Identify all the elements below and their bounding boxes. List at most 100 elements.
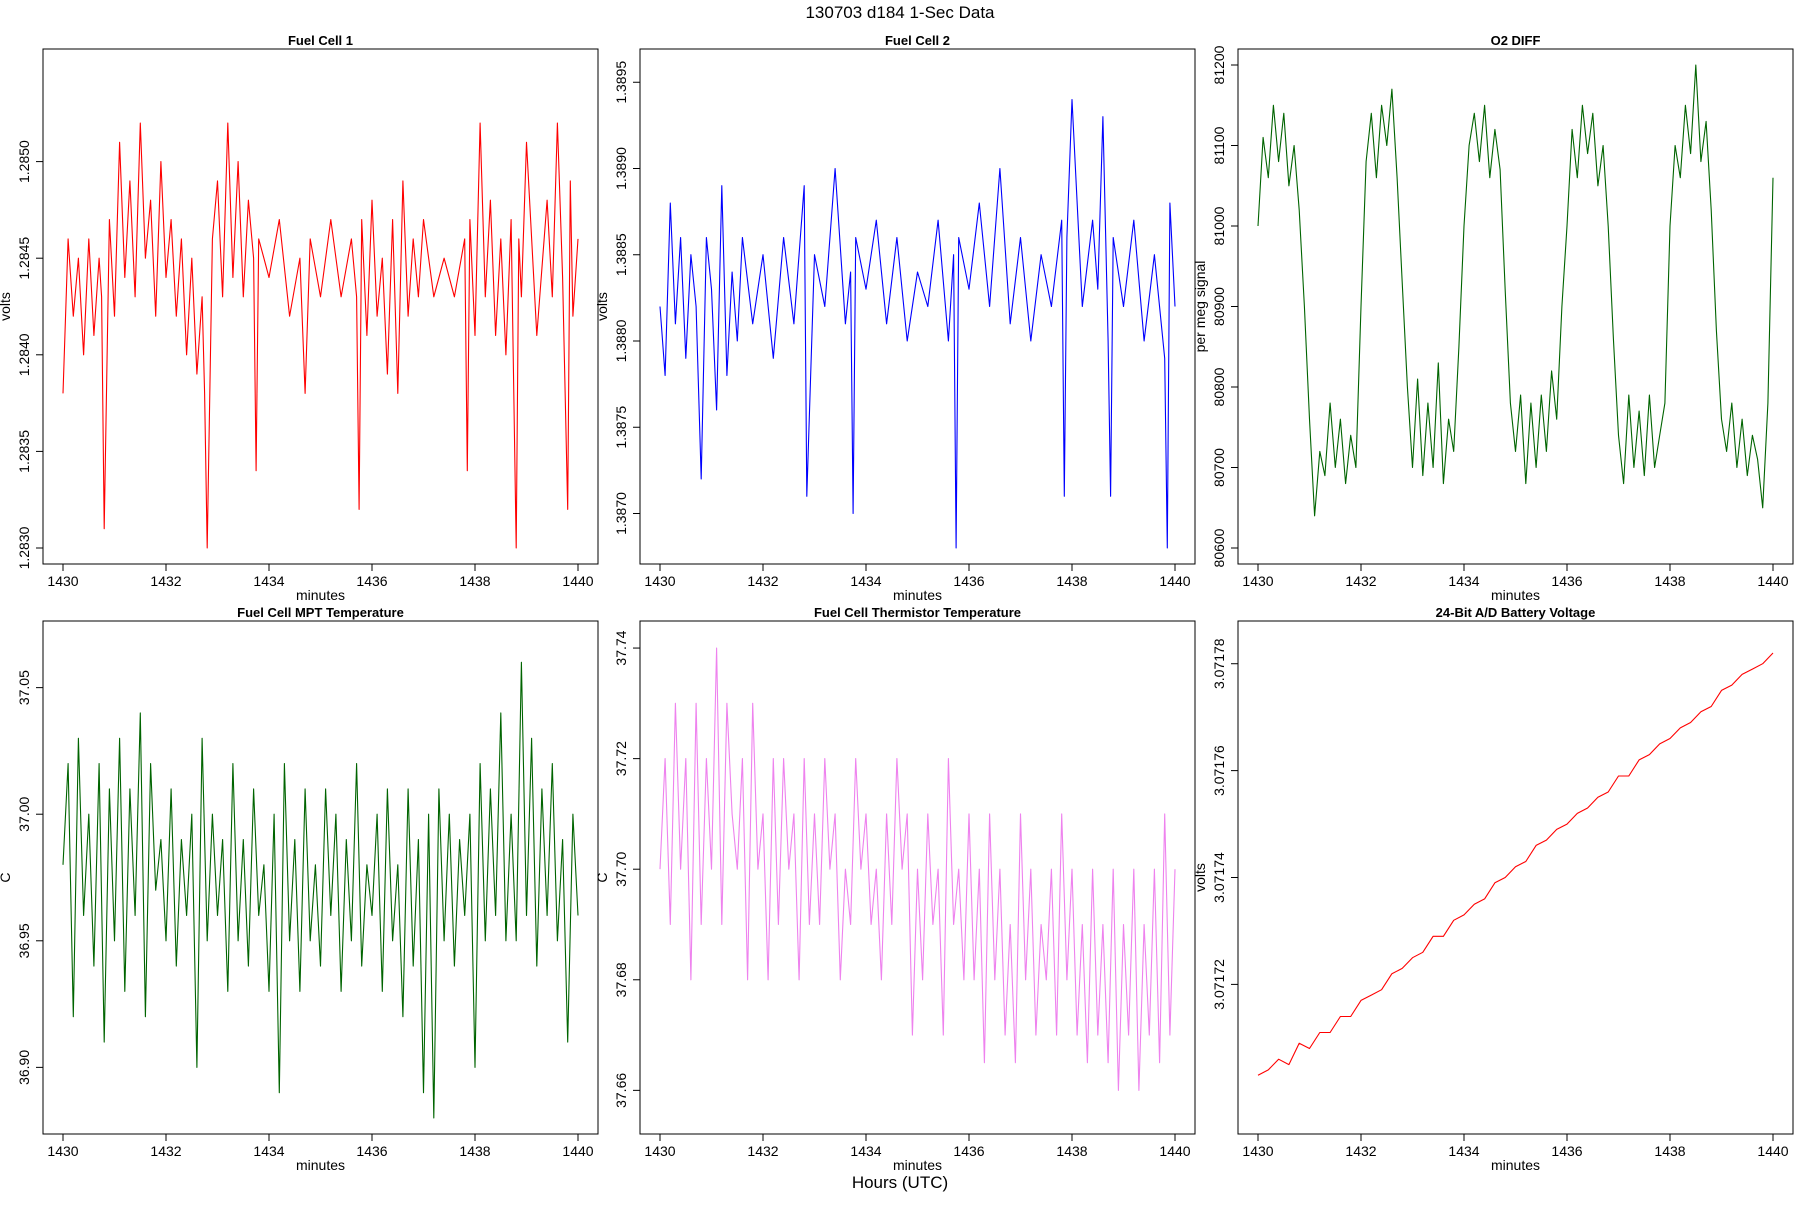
x-tick-label: 1438 — [459, 573, 490, 589]
series-line — [659, 647, 1176, 1091]
x-tick-label: 1436 — [953, 1143, 984, 1159]
series-line — [1257, 652, 1774, 1076]
figure-footer-label: Hours (UTC) — [852, 1173, 948, 1192]
y-tick-label: 37.66 — [613, 1073, 629, 1108]
y-tick-label: 1.2835 — [16, 430, 32, 473]
plot-frame — [42, 620, 599, 1135]
x-tick-label: 1434 — [850, 573, 881, 589]
x-tick-label: 1436 — [953, 573, 984, 589]
x-tick-label: 1440 — [1757, 1143, 1788, 1159]
y-tick-label: 1.3875 — [613, 406, 629, 449]
chart-panel-2: Fuel Cell 2 1430 1432 1434 1436 1438 1440 minut… — [594, 33, 1196, 603]
x-tick-label: 1434 — [1448, 1143, 1479, 1159]
x-tick-label: 1440 — [562, 1143, 593, 1159]
x-tick-label: 1432 — [747, 573, 778, 589]
x-tick-label: 1434 — [253, 573, 284, 589]
x-axis-label: minutes — [1491, 587, 1540, 603]
chart-panel-5: Fuel Cell Thermistor Temperature 1430 1432… — [594, 605, 1196, 1173]
series-line — [62, 661, 579, 1119]
y-axis-label: C — [594, 872, 610, 882]
series-line — [62, 122, 579, 549]
x-tick-label: 1440 — [1159, 1143, 1190, 1159]
chart-panel-6: 24-Bit A/D Battery Voltage 1430 1432 1434 14… — [1192, 605, 1794, 1173]
x-tick-label: 1430 — [1242, 1143, 1273, 1159]
x-tick-label: 1438 — [459, 1143, 490, 1159]
x-axis-label: minutes — [296, 587, 345, 603]
x-tick-label: 1440 — [1757, 573, 1788, 589]
y-tick-label: 1.3895 — [613, 61, 629, 104]
x-tick-label: 1438 — [1654, 573, 1685, 589]
y-tick-label: 37.00 — [16, 796, 32, 831]
x-tick-label: 1432 — [1345, 1143, 1376, 1159]
chart-title: Fuel Cell Thermistor Temperature — [814, 605, 1021, 620]
y-tick-label: 81200 — [1211, 45, 1227, 84]
chart-title: 24-Bit A/D Battery Voltage — [1436, 605, 1596, 620]
x-axis-label: minutes — [893, 1157, 942, 1173]
series-line — [659, 98, 1176, 549]
plot-frame — [1237, 48, 1794, 565]
y-tick-label: 1.3890 — [613, 147, 629, 190]
series-line — [1257, 64, 1774, 517]
x-axis-label: minutes — [296, 1157, 345, 1173]
y-tick-label: 3.07178 — [1211, 638, 1227, 689]
y-tick-label: 3.07172 — [1211, 959, 1227, 1010]
y-tick-label: 3.07176 — [1211, 745, 1227, 796]
plot-frame — [639, 48, 1196, 565]
x-tick-label: 1430 — [47, 573, 78, 589]
figure-title: 130703 d184 1-Sec Data — [805, 3, 995, 22]
y-tick-label: 37.70 — [613, 851, 629, 886]
x-tick-label: 1434 — [253, 1143, 284, 1159]
x-tick-label: 1440 — [562, 573, 593, 589]
x-tick-label: 1432 — [150, 1143, 181, 1159]
y-tick-label: 1.2840 — [16, 333, 32, 376]
y-tick-label: 81000 — [1211, 206, 1227, 245]
x-tick-label: 1438 — [1056, 573, 1087, 589]
x-tick-label: 1438 — [1056, 1143, 1087, 1159]
chart-title: Fuel Cell 1 — [288, 33, 353, 48]
y-tick-label: 80700 — [1211, 448, 1227, 487]
x-axis-label: minutes — [1491, 1157, 1540, 1173]
x-tick-label: 1430 — [644, 573, 675, 589]
x-tick-label: 1436 — [1551, 1143, 1582, 1159]
y-tick-label: 36.95 — [16, 923, 32, 958]
y-tick-label: 37.74 — [613, 630, 629, 665]
chart-title: Fuel Cell 2 — [885, 33, 950, 48]
y-tick-label: 3.07174 — [1211, 852, 1227, 903]
y-tick-label: 36.90 — [16, 1050, 32, 1085]
plot-frame — [1237, 620, 1794, 1135]
x-tick-label: 1432 — [747, 1143, 778, 1159]
x-tick-label: 1438 — [1654, 1143, 1685, 1159]
x-axis-label: minutes — [893, 587, 942, 603]
x-tick-label: 1436 — [356, 1143, 387, 1159]
x-tick-label: 1430 — [47, 1143, 78, 1159]
chart-panel-1: Fuel Cell 1 1430 1432 1434 1436 1438 1440 minut… — [0, 33, 599, 603]
y-tick-label: 1.3870 — [613, 492, 629, 535]
y-axis-label: C — [0, 872, 13, 882]
x-tick-label: 1432 — [150, 573, 181, 589]
x-tick-label: 1432 — [1345, 573, 1376, 589]
x-tick-label: 1436 — [356, 573, 387, 589]
chart-panel-4: Fuel Cell MPT Temperature 1430 1432 1434 143… — [0, 605, 599, 1173]
y-tick-label: 37.05 — [16, 670, 32, 705]
y-tick-label: 80600 — [1211, 528, 1227, 567]
x-tick-label: 1436 — [1551, 573, 1582, 589]
y-tick-label: 1.2845 — [16, 237, 32, 280]
y-tick-label: 1.2830 — [16, 526, 32, 569]
x-tick-label: 1440 — [1159, 573, 1190, 589]
y-tick-label: 80900 — [1211, 287, 1227, 326]
x-tick-label: 1434 — [850, 1143, 881, 1159]
chart-title: O2 DIFF — [1491, 33, 1541, 48]
y-axis-label: per meg signal — [1192, 261, 1208, 353]
y-tick-label: 1.3885 — [613, 233, 629, 276]
plot-frame — [42, 48, 599, 565]
y-tick-label: 1.3880 — [613, 319, 629, 362]
y-axis-label: volts — [1192, 863, 1208, 892]
y-tick-label: 37.72 — [613, 741, 629, 776]
y-axis-label: volts — [594, 292, 610, 321]
x-tick-label: 1430 — [1242, 573, 1273, 589]
y-tick-label: 37.68 — [613, 962, 629, 997]
y-tick-label: 1.2850 — [16, 140, 32, 183]
plot-frame — [639, 620, 1196, 1135]
